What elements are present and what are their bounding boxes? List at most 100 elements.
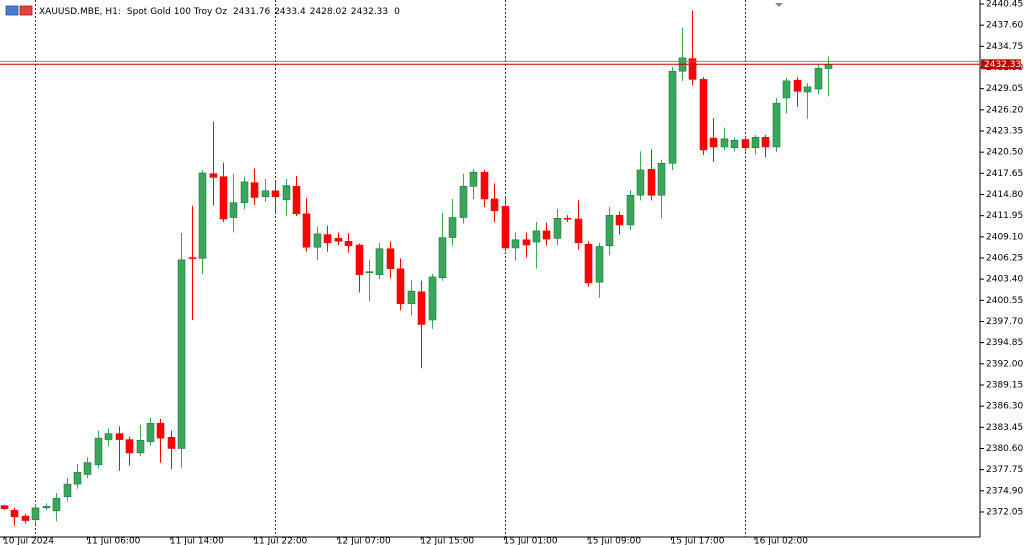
candle-body bbox=[177, 259, 186, 449]
candle-body bbox=[240, 181, 249, 203]
ohlc-close: 2432.33 bbox=[351, 7, 388, 17]
candle-body bbox=[355, 244, 364, 276]
candle-body bbox=[73, 471, 82, 485]
candle-body bbox=[198, 172, 207, 259]
candle-body bbox=[42, 506, 51, 509]
candle-body bbox=[615, 214, 624, 226]
y-tick-label: 2394.85 bbox=[986, 338, 1023, 348]
candle-body bbox=[563, 217, 572, 220]
candle-body bbox=[542, 230, 551, 240]
candle-body bbox=[636, 169, 645, 196]
y-tick-label: 2372.05 bbox=[986, 507, 1023, 517]
candle-body bbox=[438, 237, 447, 278]
x-tick-label: 11 Jul 14:00 bbox=[170, 537, 224, 545]
candle-body bbox=[595, 246, 604, 283]
y-tick-label: 2380.60 bbox=[986, 444, 1023, 454]
x-tick-label: 11 Jul 06:00 bbox=[86, 537, 140, 545]
candle-body bbox=[626, 194, 635, 226]
candle-body bbox=[344, 240, 353, 247]
candle-body bbox=[448, 217, 457, 238]
ohlc-open: 2431.76 bbox=[233, 7, 270, 17]
candle-body bbox=[219, 176, 228, 220]
y-tick-label: 2429.05 bbox=[986, 84, 1023, 94]
candle-body bbox=[553, 217, 562, 239]
candle-body bbox=[668, 70, 677, 164]
candle-body bbox=[63, 483, 72, 498]
candle-body bbox=[146, 422, 155, 443]
ohlc-low: 2428.02 bbox=[310, 7, 347, 17]
y-tick-label: 2383.45 bbox=[986, 423, 1023, 433]
candle-body bbox=[125, 439, 134, 454]
candle-body bbox=[104, 433, 113, 440]
y-tick-label: 2426.20 bbox=[986, 105, 1023, 115]
candle-body bbox=[52, 497, 61, 512]
x-tick-label: 15 Jul 09:00 bbox=[587, 537, 641, 545]
price-label: 2432.33 bbox=[984, 60, 1021, 70]
y-tick-label: 2409.10 bbox=[986, 232, 1023, 242]
candle-body bbox=[584, 243, 593, 284]
candle-body bbox=[21, 515, 30, 521]
y-tick-label: 2417.65 bbox=[986, 169, 1023, 179]
y-tick-label: 2377.75 bbox=[986, 465, 1023, 475]
candle-body bbox=[375, 248, 384, 276]
x-tick-label: 12 Jul 15:00 bbox=[420, 537, 474, 545]
candle-body bbox=[657, 163, 666, 196]
ohlc-high: 2433.4 bbox=[274, 7, 306, 17]
description: Spot Gold 100 Troy Oz bbox=[127, 7, 227, 17]
chart-header: XAUUSD.MBE, H1: Spot Gold 100 Troy Oz 2431… bbox=[39, 7, 400, 17]
candle-body bbox=[188, 257, 197, 259]
candle-body bbox=[0, 505, 9, 509]
scroll-marker bbox=[775, 3, 783, 7]
candle-body bbox=[730, 139, 739, 149]
y-tick-label: 2437.60 bbox=[986, 21, 1023, 31]
candle-body bbox=[323, 234, 332, 244]
volume: 0 bbox=[394, 7, 400, 17]
x-tick-label: 12 Jul 07:00 bbox=[337, 537, 391, 545]
candle-body bbox=[699, 79, 708, 151]
y-tick-label: 2397.70 bbox=[986, 317, 1023, 327]
candle-body bbox=[532, 230, 541, 243]
candle-body bbox=[417, 291, 426, 325]
y-tick-label: 2400.55 bbox=[986, 296, 1023, 306]
candle-body bbox=[365, 271, 374, 274]
y-tick-label: 2392.00 bbox=[986, 359, 1023, 369]
candle-body bbox=[282, 185, 291, 200]
candle-body bbox=[209, 173, 218, 178]
candle-body bbox=[824, 64, 833, 69]
y-tick-label: 2440.45 bbox=[986, 0, 1023, 10]
candle-body bbox=[31, 507, 40, 521]
x-tick-label: 15 Jul 01:00 bbox=[504, 537, 558, 545]
y-tick-label: 2406.25 bbox=[986, 253, 1023, 263]
candle-body bbox=[772, 102, 781, 148]
candle-body bbox=[803, 86, 812, 93]
y-tick-label: 2414.80 bbox=[986, 190, 1023, 200]
candle-body bbox=[407, 290, 416, 304]
candle-body bbox=[511, 239, 520, 249]
candle-body bbox=[480, 171, 489, 200]
price-label-box bbox=[981, 59, 1021, 70]
y-tick-label: 2411.95 bbox=[986, 211, 1023, 221]
candle-body bbox=[10, 509, 19, 518]
candle-body bbox=[522, 239, 531, 246]
x-tick-label: 11 Jul 22:00 bbox=[253, 537, 307, 545]
candle-body bbox=[229, 202, 238, 218]
candle-body bbox=[94, 437, 103, 466]
candle-body bbox=[761, 137, 770, 148]
candle-body bbox=[428, 276, 437, 321]
candle-body bbox=[83, 462, 92, 475]
candle-body bbox=[688, 58, 697, 80]
y-tick-label: 2389.15 bbox=[986, 380, 1023, 390]
candle-body bbox=[115, 433, 124, 440]
y-tick-label: 2403.40 bbox=[986, 275, 1023, 285]
candle-body bbox=[501, 206, 510, 249]
candle-body bbox=[313, 233, 322, 248]
candle-body bbox=[271, 190, 280, 198]
y-tick-label: 2423.35 bbox=[986, 127, 1023, 137]
candle-body bbox=[782, 80, 791, 99]
y-tick-label: 2434.75 bbox=[986, 42, 1023, 52]
candle-body bbox=[386, 248, 395, 270]
symbol: XAUUSD.MBE, H1: bbox=[39, 7, 121, 17]
y-tick-label: 2420.50 bbox=[986, 148, 1023, 158]
symbol-icon bbox=[5, 5, 33, 16]
candle-body bbox=[720, 138, 729, 148]
